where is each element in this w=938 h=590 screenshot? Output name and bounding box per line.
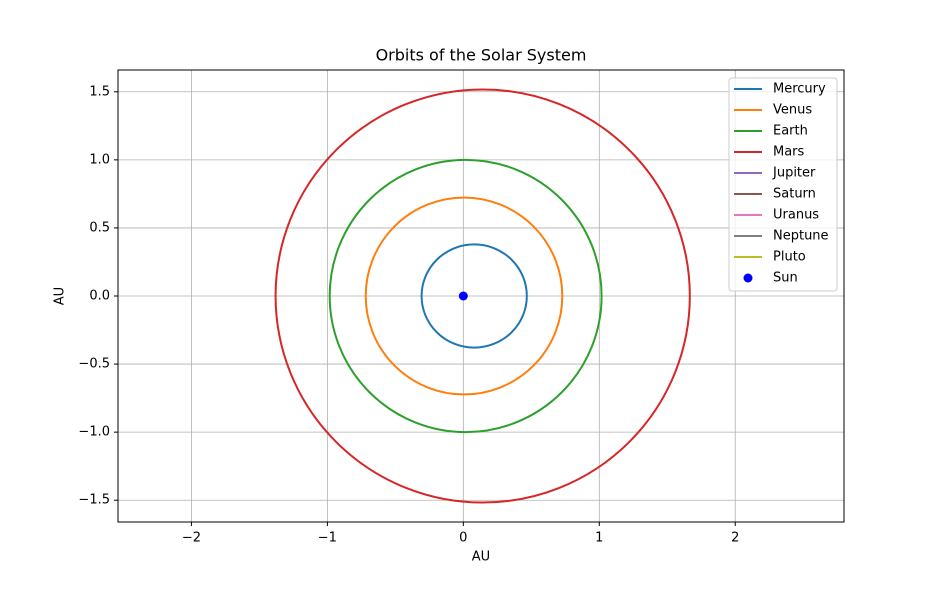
x-tick-label: 0 — [459, 531, 467, 546]
legend-label: Jupiter — [772, 166, 816, 181]
y-tick-label: −0.5 — [78, 357, 110, 372]
y-tick-label: −1.5 — [78, 493, 110, 508]
legend-label: Neptune — [773, 229, 829, 244]
y-tick-label: 1.0 — [89, 152, 110, 167]
legend-label: Mars — [773, 145, 805, 160]
y-tick-label: 0.5 — [89, 220, 110, 235]
orbit — [328, 158, 603, 434]
legend-label: Pluto — [773, 250, 806, 265]
x-tick-label: −2 — [182, 531, 201, 546]
legend-label: Venus — [773, 103, 812, 118]
y-tick-label: 0.0 — [89, 289, 110, 304]
chart-title: Orbits of the Solar System — [376, 46, 587, 65]
orbit — [274, 88, 691, 504]
orbit — [420, 243, 528, 349]
legend-label: Sun — [773, 271, 798, 286]
plot-frame — [117, 69, 845, 523]
legend-label: Saturn — [773, 187, 816, 202]
legend-label: Earth — [773, 124, 808, 139]
sun-marker — [458, 291, 468, 301]
legend-label: Uranus — [773, 208, 819, 223]
x-tick-label: −1 — [318, 531, 337, 546]
x-tick-label: 2 — [731, 531, 739, 546]
orbit — [364, 196, 564, 396]
x-axis-label: AU — [472, 550, 490, 565]
y-tick-label: 1.5 — [89, 84, 110, 99]
y-axis-label: AU — [53, 287, 68, 305]
x-tick-label: 1 — [595, 531, 603, 546]
legend-label: Mercury — [773, 82, 826, 97]
legend-swatch — [743, 273, 753, 283]
y-tick-label: −1.0 — [78, 425, 110, 440]
